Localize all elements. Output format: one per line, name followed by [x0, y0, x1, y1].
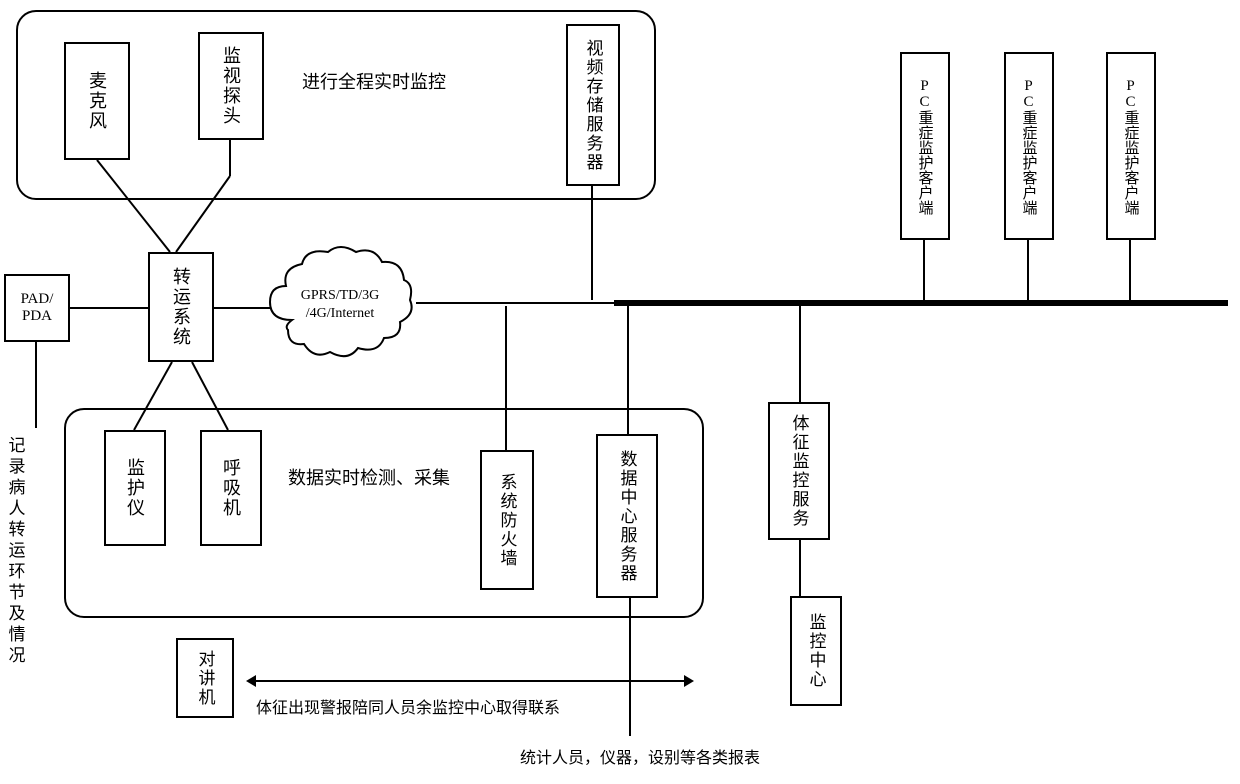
- network-bus-line: [614, 300, 1228, 306]
- monitor-center-label: 监控中心: [804, 613, 829, 689]
- cloud-label: GPRS/TD/3G /4G/Internet: [301, 287, 380, 323]
- alarm-arrow: [248, 680, 692, 682]
- pc-client-3-box: PC重症监护客户端: [1106, 52, 1156, 240]
- vital-monitor-box: 体征监控服务: [768, 402, 830, 540]
- top-group-label: 进行全程实时监控: [302, 68, 446, 94]
- intercom-box: 对讲机: [176, 638, 234, 718]
- microphone-label: 麦克风: [84, 71, 110, 131]
- camera-label: 监视探头: [218, 46, 244, 126]
- monitor-device-box: 监护仪: [104, 430, 166, 546]
- camera-box: 监视探头: [198, 32, 264, 140]
- ventilator-box: 呼吸机: [200, 430, 262, 546]
- alarm-note-label: 体征出现警报陪同人员余监控中心取得联系: [256, 694, 560, 718]
- stats-note-label: 统计人员，仪器，设别等各类报表: [520, 744, 760, 768]
- vital-monitor-label: 体征监控服务: [787, 414, 812, 528]
- microphone-box: 麦克风: [64, 42, 130, 160]
- pc-client-3-label: PC重症监护客户端: [1121, 78, 1142, 215]
- data-center-label: 数据中心服务器: [615, 450, 640, 583]
- pad-note-label: 记录病人转运环节及情况: [2, 436, 42, 675]
- ventilator-label: 呼吸机: [218, 458, 244, 518]
- pc-client-1-label: PC重症监护客户端: [915, 78, 936, 215]
- firewall-label: 系统防火墙: [495, 473, 520, 568]
- transport-system-label: 转运系统: [168, 267, 194, 347]
- bottom-group-label: 数据实时检测、采集: [288, 464, 450, 490]
- pad-pda-label: PAD/ PDA: [21, 291, 54, 325]
- pc-client-2-box: PC重症监护客户端: [1004, 52, 1054, 240]
- data-center-box: 数据中心服务器: [596, 434, 658, 598]
- video-server-label: 视频存储服务器: [581, 39, 606, 172]
- pad-pda-box: PAD/ PDA: [4, 274, 70, 342]
- monitor-device-label: 监护仪: [122, 458, 148, 518]
- transport-system-box: 转运系统: [148, 252, 214, 362]
- monitor-center-box: 监控中心: [790, 596, 842, 706]
- pc-client-1-box: PC重症监护客户端: [900, 52, 950, 240]
- video-server-box: 视频存储服务器: [566, 24, 620, 186]
- pc-client-2-label: PC重症监护客户端: [1019, 78, 1040, 215]
- network-cloud: GPRS/TD/3G /4G/Internet: [262, 240, 418, 370]
- firewall-box: 系统防火墙: [480, 450, 534, 590]
- intercom-label: 对讲机: [193, 650, 218, 707]
